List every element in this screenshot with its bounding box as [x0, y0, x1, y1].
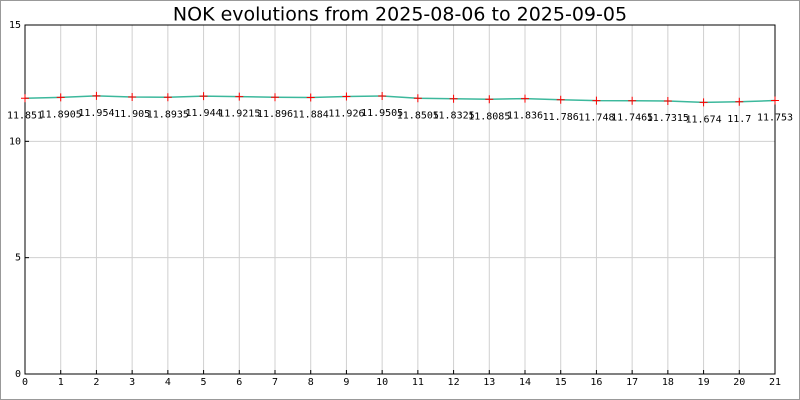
- data-label: 11.851: [7, 110, 43, 121]
- point-marker: [628, 96, 637, 105]
- plot-frame: [24, 24, 776, 375]
- chart-title: NOK evolutions from 2025-08-06 to 2025-0…: [173, 4, 627, 26]
- x-tick-label: 10: [376, 377, 388, 388]
- point-marker: [163, 93, 172, 102]
- y-tick-label: 10: [9, 136, 21, 147]
- y-tick-label: 5: [15, 253, 21, 264]
- x-tick-label: 1: [58, 377, 64, 388]
- series-line: [24, 95, 776, 104]
- data-label: 11.8325: [432, 111, 474, 122]
- point-marker: [92, 91, 101, 100]
- y-tick-label: 0: [15, 369, 21, 380]
- data-label: 11.884: [293, 109, 329, 120]
- x-tick-label: 16: [590, 377, 602, 388]
- point-marker: [56, 93, 65, 102]
- point-marker: [771, 96, 779, 105]
- x-tick-label: 14: [519, 377, 531, 388]
- x-tick-label: 13: [483, 377, 495, 388]
- x-tick-label: 9: [343, 377, 349, 388]
- data-label: 11.944: [186, 108, 222, 119]
- point-marker: [235, 92, 244, 101]
- point-marker: [521, 94, 529, 103]
- point-marker: [556, 95, 565, 104]
- x-tick-label: 0: [22, 377, 28, 388]
- data-label: 11.836: [507, 111, 543, 122]
- data-label: 11.8505: [397, 110, 439, 121]
- plot-area: [25, 25, 775, 374]
- x-tick-label: 6: [236, 377, 242, 388]
- x-tick-label: 2: [93, 377, 99, 388]
- point-marker: [128, 93, 137, 102]
- x-tick-label: 20: [733, 377, 745, 388]
- data-label: 11.748: [578, 113, 614, 124]
- data-label: 11.9215: [218, 109, 260, 120]
- point-marker: [199, 92, 208, 101]
- data-label: 11.753: [757, 113, 793, 124]
- x-tick-label: 15: [555, 377, 567, 388]
- point-marker: [592, 96, 601, 105]
- data-label: 11.926: [328, 109, 364, 120]
- point-marker: [735, 97, 744, 106]
- point-marker: [413, 94, 422, 103]
- point-marker: [306, 93, 315, 102]
- x-tick-label: 3: [129, 377, 135, 388]
- x-tick-label: 18: [662, 377, 674, 388]
- x-tick-label: 12: [448, 377, 460, 388]
- data-label: 11.8935: [147, 109, 189, 120]
- x-tick-label: 5: [201, 377, 207, 388]
- data-label: 11.7: [727, 114, 751, 125]
- point-marker: [699, 98, 708, 107]
- data-label: 11.905: [114, 109, 150, 120]
- point-marker: [21, 94, 29, 103]
- data-label: 11.7315: [647, 113, 689, 124]
- data-label: 11.896: [257, 109, 293, 120]
- data-label: 11.8905: [40, 109, 82, 120]
- x-tick-label: 11: [412, 377, 424, 388]
- point-marker: [663, 97, 672, 106]
- point-marker: [342, 92, 351, 101]
- x-tick-label: 4: [165, 377, 171, 388]
- x-tick-label: 8: [308, 377, 314, 388]
- data-label: 11.8085: [468, 111, 510, 122]
- x-tick-label: 7: [272, 377, 278, 388]
- point-marker: [378, 91, 387, 100]
- y-tick-label: 15: [9, 20, 21, 31]
- x-tick-label: 21: [769, 377, 781, 388]
- x-tick-label: 19: [698, 377, 710, 388]
- data-label: 11.9505: [361, 108, 403, 119]
- x-tick-label: 17: [626, 377, 638, 388]
- point-marker: [271, 93, 279, 102]
- data-label: 11.954: [78, 108, 114, 119]
- data-label: 11.786: [543, 112, 579, 123]
- data-label: 11.674: [686, 114, 722, 125]
- data-label: 11.7465: [611, 113, 653, 124]
- point-marker: [449, 94, 458, 103]
- point-marker: [485, 95, 494, 104]
